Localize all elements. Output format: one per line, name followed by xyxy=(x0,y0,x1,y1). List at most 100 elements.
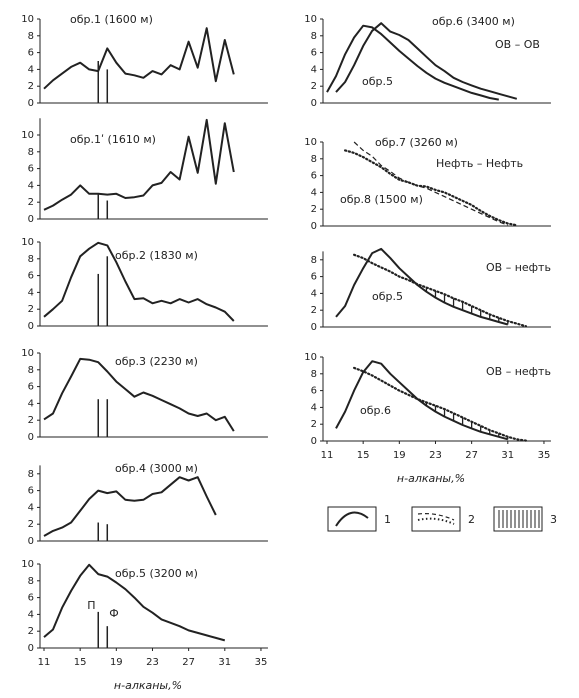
series-line xyxy=(335,360,509,441)
y-tick-label: 2 xyxy=(28,626,34,637)
legend-label: 2 xyxy=(468,513,475,526)
y-tick-label: 4 xyxy=(28,398,34,409)
y-tick-label: 2 xyxy=(311,419,317,430)
x-tick-label: 11 xyxy=(321,450,334,461)
y-tick-label: 10 xyxy=(304,137,317,148)
chart-title: ОВ – нефть xyxy=(486,261,551,274)
y-tick-label: 0 xyxy=(311,322,317,333)
y-tick-label: 0 xyxy=(311,98,317,109)
y-tick-label: 4 xyxy=(311,288,317,299)
x-tick-label: 23 xyxy=(429,450,442,461)
y-tick-label: 4 xyxy=(28,180,34,191)
chart-title: ОВ – ОВ xyxy=(495,38,540,51)
x-axis-label: н-алканы,% xyxy=(114,679,182,692)
y-tick-label: 8 xyxy=(28,365,34,376)
legend-symbol xyxy=(417,517,455,525)
series-line xyxy=(43,27,235,90)
marker-label: П xyxy=(87,599,95,612)
y-tick-label: 8 xyxy=(28,147,34,158)
y-tick-label: 2 xyxy=(28,415,34,426)
y-tick-label: 6 xyxy=(311,386,317,397)
y-tick-label: 2 xyxy=(28,197,34,208)
chart-title: обр.1ʹ (1610 м) xyxy=(70,133,156,146)
y-tick-label: 6 xyxy=(28,382,34,393)
y-tick-label: 6 xyxy=(28,593,34,604)
series-label: обр.6 xyxy=(360,404,391,417)
x-tick-label: 35 xyxy=(255,657,268,668)
y-tick-label: 8 xyxy=(311,255,317,266)
chart-title: обр.2 (1830 м) xyxy=(115,249,198,262)
series-line xyxy=(43,563,226,642)
chart-title: ОВ – нефть xyxy=(486,365,551,378)
marker-label: Ф xyxy=(109,607,118,620)
chart-title: обр.5 (3200 м) xyxy=(115,567,198,580)
y-tick-label: 10 xyxy=(21,14,34,25)
y-tick-label: 4 xyxy=(311,64,317,75)
y-tick-label: 6 xyxy=(28,164,34,175)
series-label: обр.7 (3260 м) xyxy=(375,136,458,149)
y-tick-label: 0 xyxy=(28,98,34,109)
y-tick-label: 10 xyxy=(21,130,34,141)
y-tick-label: 0 xyxy=(28,643,34,654)
x-tick-label: 19 xyxy=(110,657,123,668)
y-tick-label: 4 xyxy=(311,402,317,413)
y-tick-label: 10 xyxy=(304,14,317,25)
legend-symbol xyxy=(498,510,540,528)
series-line xyxy=(43,476,217,537)
y-tick-label: 8 xyxy=(28,576,34,587)
series-line xyxy=(353,253,527,328)
x-tick-label: 15 xyxy=(74,657,87,668)
series-line xyxy=(353,366,527,442)
y-tick-label: 6 xyxy=(311,272,317,283)
y-tick-label: 2 xyxy=(311,81,317,92)
y-tick-label: 10 xyxy=(21,559,34,570)
y-tick-label: 8 xyxy=(311,31,317,42)
series-line xyxy=(335,247,509,326)
y-tick-label: 0 xyxy=(311,221,317,232)
series-line xyxy=(335,22,518,100)
y-tick-label: 10 xyxy=(304,352,317,363)
y-tick-label: 6 xyxy=(311,48,317,59)
y-tick-label: 8 xyxy=(311,369,317,380)
chart-title: обр.1 (1600 м) xyxy=(70,13,153,26)
y-tick-label: 6 xyxy=(28,271,34,282)
y-tick-label: 6 xyxy=(28,48,34,59)
legend-label: 3 xyxy=(550,513,557,526)
x-tick-label: 15 xyxy=(357,450,370,461)
y-tick-label: 6 xyxy=(311,171,317,182)
y-tick-label: 4 xyxy=(28,609,34,620)
series-line xyxy=(43,357,235,432)
series-line xyxy=(326,24,499,101)
legend-box xyxy=(493,506,543,532)
x-axis-label: н-алканы,% xyxy=(397,472,465,485)
x-tick-label: 35 xyxy=(538,450,551,461)
series-label: обр.6 (3400 м) xyxy=(432,15,515,28)
legend-box xyxy=(327,506,377,532)
x-tick-label: 27 xyxy=(182,657,195,668)
y-tick-label: 6 xyxy=(28,486,34,497)
y-tick-label: 8 xyxy=(28,31,34,42)
y-tick-label: 0 xyxy=(28,214,34,225)
legend-symbol xyxy=(335,511,369,527)
series-label: обр.5 xyxy=(362,75,393,88)
y-tick-label: 0 xyxy=(311,436,317,447)
y-tick-label: 10 xyxy=(21,348,34,359)
series-line xyxy=(344,149,518,227)
y-tick-label: 0 xyxy=(28,432,34,443)
y-tick-label: 2 xyxy=(28,81,34,92)
y-tick-label: 4 xyxy=(311,187,317,198)
y-tick-label: 8 xyxy=(28,254,34,265)
x-tick-label: 23 xyxy=(146,657,159,668)
y-tick-label: 8 xyxy=(28,469,34,480)
x-tick-label: 31 xyxy=(218,657,231,668)
x-tick-label: 19 xyxy=(393,450,406,461)
chart-title: обр.3 (2230 м) xyxy=(115,355,198,368)
y-tick-label: 4 xyxy=(28,64,34,75)
y-tick-label: 2 xyxy=(28,519,34,530)
series-line xyxy=(43,118,235,211)
y-tick-label: 0 xyxy=(28,321,34,332)
legend-symbol xyxy=(417,513,455,521)
y-tick-label: 2 xyxy=(311,204,317,215)
y-tick-label: 4 xyxy=(28,287,34,298)
